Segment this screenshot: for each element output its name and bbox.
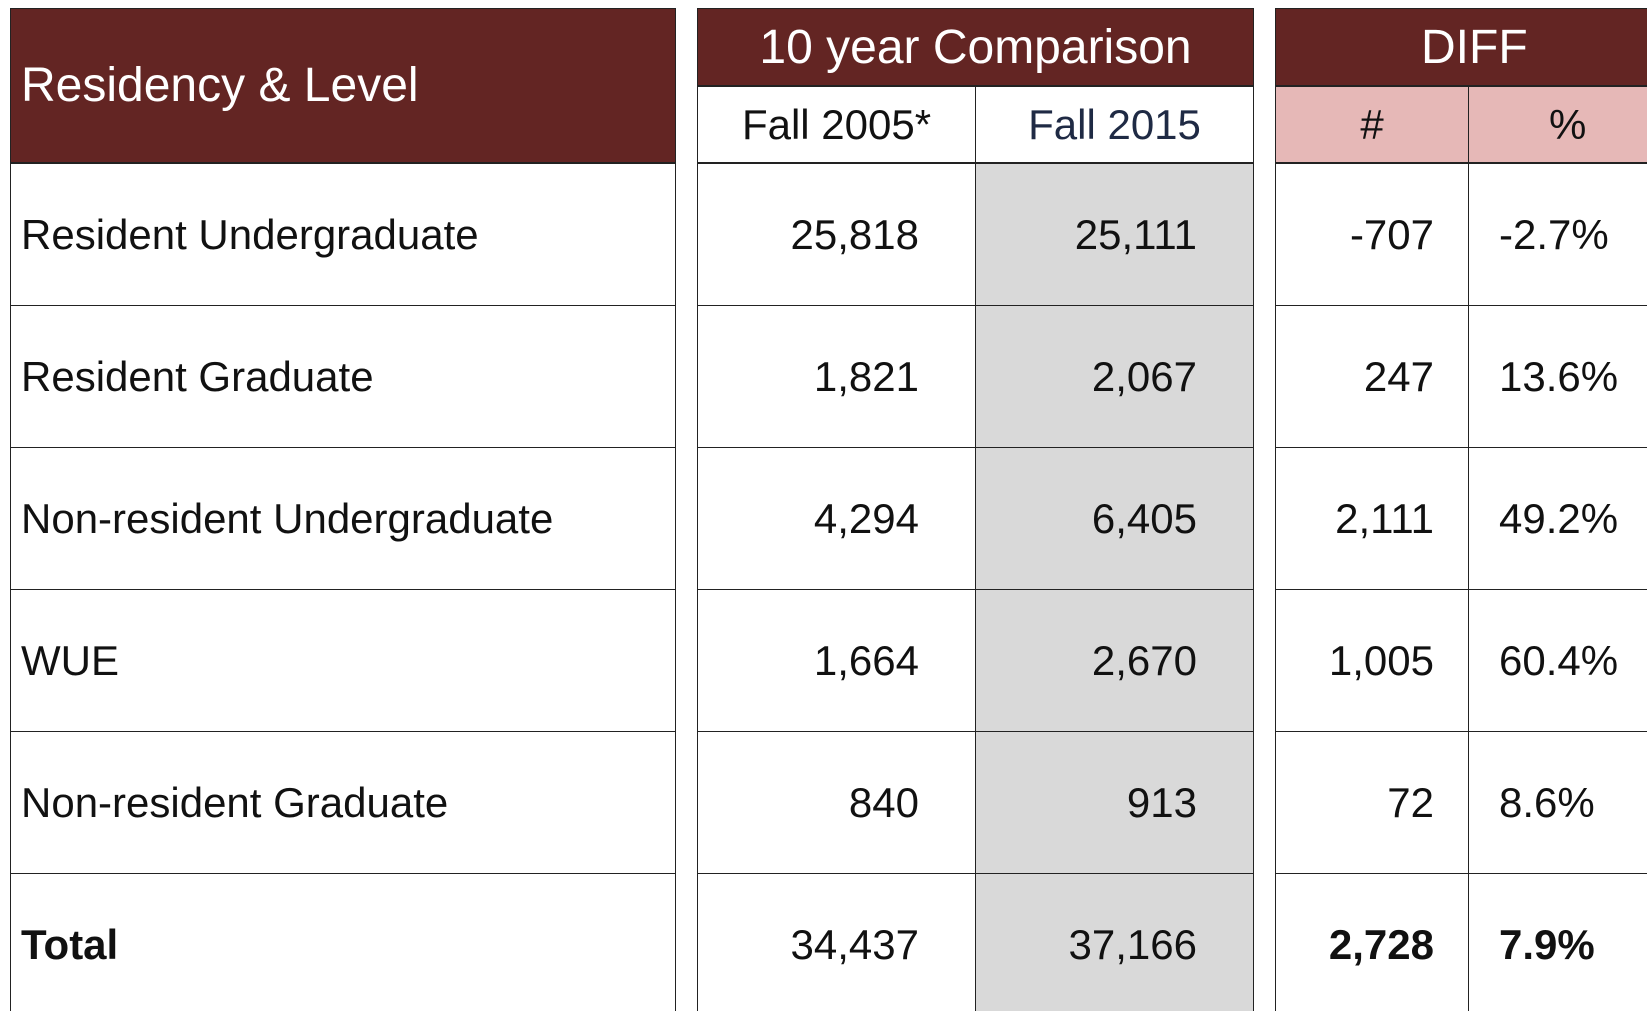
- cell: 913: [975, 731, 1254, 874]
- cell: 37,166: [975, 873, 1254, 1011]
- cell: 1,664: [697, 589, 976, 732]
- column-header: Fall 2015: [975, 86, 1254, 163]
- cell: 8.6%: [1468, 731, 1647, 874]
- group-header: 10 year Comparison: [697, 8, 1254, 86]
- cell: 60.4%: [1468, 589, 1647, 732]
- cell: 49.2%: [1468, 447, 1647, 590]
- column-header: Fall 2005*: [697, 86, 976, 163]
- row-label: WUE: [10, 589, 676, 732]
- cell: 72: [1275, 731, 1469, 874]
- cell: -2.7%: [1468, 163, 1647, 306]
- cell: 2,111: [1275, 447, 1469, 590]
- cell: 4,294: [697, 447, 976, 590]
- group-header: DIFF: [1275, 8, 1647, 86]
- cell: 6,405: [975, 447, 1254, 590]
- cell: 2,067: [975, 305, 1254, 448]
- cell: 2,670: [975, 589, 1254, 732]
- cell: 25,111: [975, 163, 1254, 306]
- cell: 7.9%: [1468, 873, 1647, 1011]
- cell: 34,437: [697, 873, 976, 1011]
- cell: 25,818: [697, 163, 976, 306]
- row-label: Resident Graduate: [10, 305, 676, 448]
- cell: 13.6%: [1468, 305, 1647, 448]
- column-header: %: [1468, 86, 1647, 163]
- cell: 1,005: [1275, 589, 1469, 732]
- row-label: Non-resident Undergraduate: [10, 447, 676, 590]
- cell: 840: [697, 731, 976, 874]
- column-header: #: [1275, 86, 1469, 163]
- cell: 2,728: [1275, 873, 1469, 1011]
- cell: 1,821: [697, 305, 976, 448]
- header-title: Residency & Level: [10, 8, 676, 163]
- cell: -707: [1275, 163, 1469, 306]
- cell: 247: [1275, 305, 1469, 448]
- row-label: Non-resident Graduate: [10, 731, 676, 874]
- row-label: Total: [10, 873, 676, 1011]
- row-label: Resident Undergraduate: [10, 163, 676, 306]
